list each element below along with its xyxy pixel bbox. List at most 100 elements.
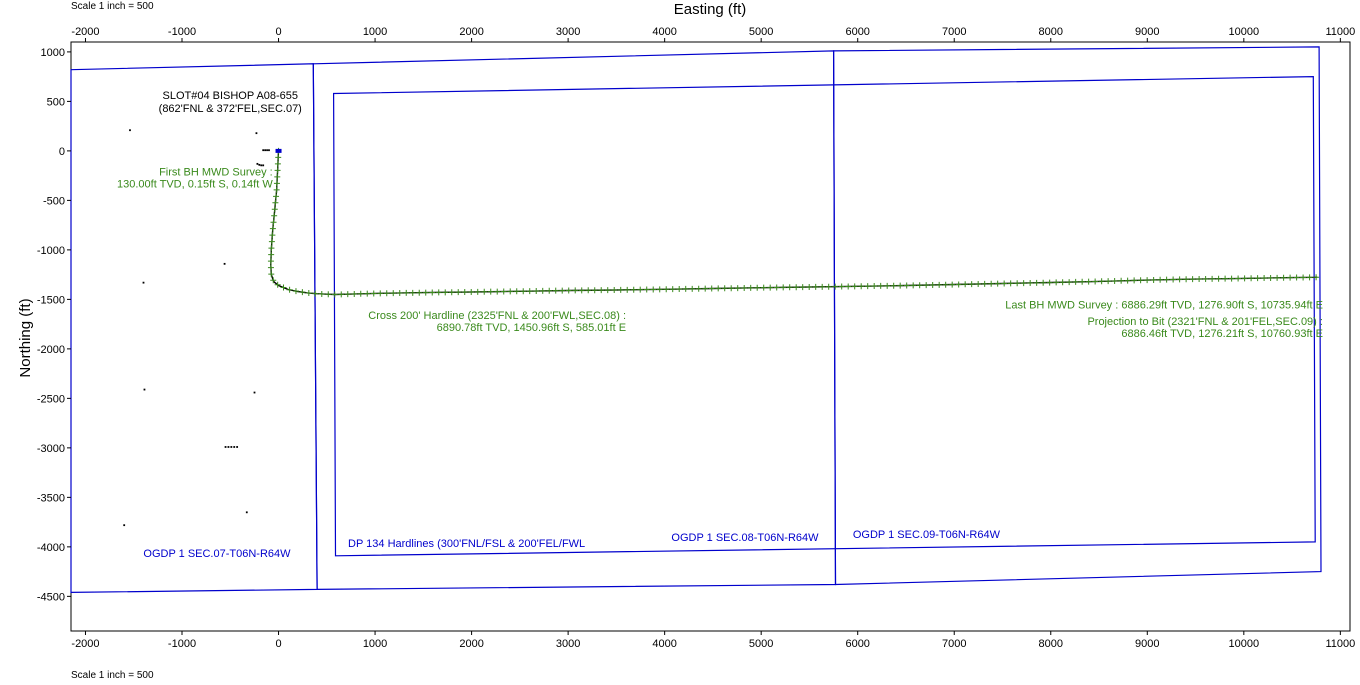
x-tick-label-bottom: 4000 xyxy=(652,638,676,650)
survey-annotation-line: Projection to Bit (2321'FNL & 201'FEL,SE… xyxy=(1087,316,1323,328)
x-tick-label-top: -1000 xyxy=(168,26,196,38)
offset-well-marker xyxy=(224,446,227,448)
survey-station-marker xyxy=(318,290,325,297)
survey-station-marker xyxy=(269,225,276,232)
survey-station-marker xyxy=(409,289,416,296)
x-tick-label-top: 9000 xyxy=(1135,26,1159,38)
offset-well-marker xyxy=(129,129,131,132)
survey-station-marker xyxy=(1020,280,1027,287)
survey-station-marker xyxy=(1313,274,1320,281)
survey-station-marker xyxy=(461,289,468,296)
survey-station-marker xyxy=(923,282,930,289)
survey-station-marker xyxy=(1105,278,1112,285)
x-tick-label-bottom: 2000 xyxy=(459,638,483,650)
survey-station-marker xyxy=(689,285,696,292)
survey-station-marker xyxy=(734,285,741,292)
survey-station-marker xyxy=(1033,279,1040,286)
survey-station-marker xyxy=(377,290,384,297)
survey-station-marker xyxy=(1189,276,1196,283)
survey-station-marker xyxy=(903,282,910,289)
survey-station-marker xyxy=(578,287,585,294)
survey-station-marker xyxy=(864,283,871,290)
survey-station-marker xyxy=(643,286,650,293)
offset-well-markers xyxy=(123,129,270,527)
survey-station-marker xyxy=(1040,279,1047,286)
survey-station-marker xyxy=(269,232,276,239)
survey-station-marker xyxy=(416,289,423,296)
survey-station-marker xyxy=(1293,274,1300,281)
survey-station-marker xyxy=(1215,275,1222,282)
section-boundaries: OGDP 1 SEC.07-T06N-R64W OGDP 1 SEC.08-T06… xyxy=(70,46,1322,594)
survey-station-marker xyxy=(1124,277,1131,284)
survey-station-marker xyxy=(858,283,865,290)
survey-station-marker xyxy=(552,287,559,294)
survey-station-marker xyxy=(1241,275,1248,282)
x-tick-label-bottom: 7000 xyxy=(942,638,966,650)
survey-station-marker xyxy=(1027,279,1034,286)
survey-station-marker xyxy=(494,288,501,295)
survey-station-marker xyxy=(695,285,702,292)
y-tick-label: -4000 xyxy=(37,542,65,554)
survey-station-marker xyxy=(884,282,891,289)
x-tick-label-top: 8000 xyxy=(1039,26,1063,38)
survey-station-marker xyxy=(270,277,277,284)
survey-station-marker xyxy=(656,286,663,293)
survey-station-marker xyxy=(949,281,956,288)
y-tick-label: -2500 xyxy=(37,393,65,405)
survey-station-marker xyxy=(331,291,338,298)
survey-station-marker xyxy=(442,289,449,296)
survey-annotation-line: 6886.46ft TVD, 1276.21ft S, 10760.93ft E xyxy=(1121,328,1323,340)
x-tick-label-bottom: 3000 xyxy=(556,638,580,650)
x-tick-label-top: 2000 xyxy=(459,26,483,38)
survey-station-marker xyxy=(273,186,280,193)
survey-station-marker xyxy=(806,284,813,291)
offset-well-marker xyxy=(233,446,236,448)
survey-station-marker xyxy=(1072,278,1079,285)
survey-station-marker xyxy=(271,206,278,213)
x-tick-label-top: 10000 xyxy=(1229,26,1260,38)
offset-well-marker xyxy=(230,446,233,448)
survey-station-marker xyxy=(1176,276,1183,283)
survey-station-marker xyxy=(624,286,631,293)
survey-station-marker xyxy=(929,281,936,288)
survey-station-marker xyxy=(780,284,787,291)
survey-station-marker xyxy=(1261,275,1268,282)
offset-well-marker xyxy=(255,132,258,135)
offset-well-marker xyxy=(260,164,263,167)
survey-station-marker xyxy=(286,286,293,293)
survey-station-marker xyxy=(890,282,897,289)
survey-station-marker xyxy=(877,282,884,289)
survey-station-marker xyxy=(390,290,397,297)
survey-station-marker xyxy=(786,284,793,291)
survey-station-marker xyxy=(962,281,969,288)
y-tick-label: -2000 xyxy=(37,344,65,356)
survey-station-marker xyxy=(559,287,566,294)
survey-station-marker xyxy=(435,289,442,296)
survey-station-marker xyxy=(767,284,774,291)
survey-station-marker xyxy=(825,283,832,290)
survey-station-marker xyxy=(604,287,611,294)
survey-station-marker xyxy=(274,173,281,180)
hardline-boundary: DP 134 Hardlines (300'FNL/FSL & 200'FEL/… xyxy=(332,75,1316,557)
x-tick-label-bottom: -1000 xyxy=(168,638,196,650)
survey-station-marker xyxy=(539,287,546,294)
survey-station-marker xyxy=(812,283,819,290)
x-tick-label-top: -2000 xyxy=(71,26,99,38)
survey-station-marker xyxy=(897,282,904,289)
survey-station-marker xyxy=(299,289,306,296)
survey-station-marker xyxy=(267,264,274,271)
survey-station-marker xyxy=(513,288,520,295)
survey-station-marker xyxy=(741,284,748,291)
survey-station-marker xyxy=(468,288,475,295)
offset-well-marker xyxy=(223,262,226,265)
survey-station-marker xyxy=(565,287,572,294)
survey-station-marker xyxy=(721,285,728,292)
x-tick-label-top: 7000 xyxy=(942,26,966,38)
survey-station-marker xyxy=(1300,274,1307,281)
survey-station-marker xyxy=(448,289,455,296)
survey-annotation-line: 130.00ft TVD, 0.15ft S, 0.14ft W xyxy=(117,179,273,191)
survey-station-marker xyxy=(572,287,579,294)
section-boundary xyxy=(70,63,318,594)
survey-station-marker xyxy=(1066,279,1073,286)
survey-station-marker xyxy=(272,199,279,206)
